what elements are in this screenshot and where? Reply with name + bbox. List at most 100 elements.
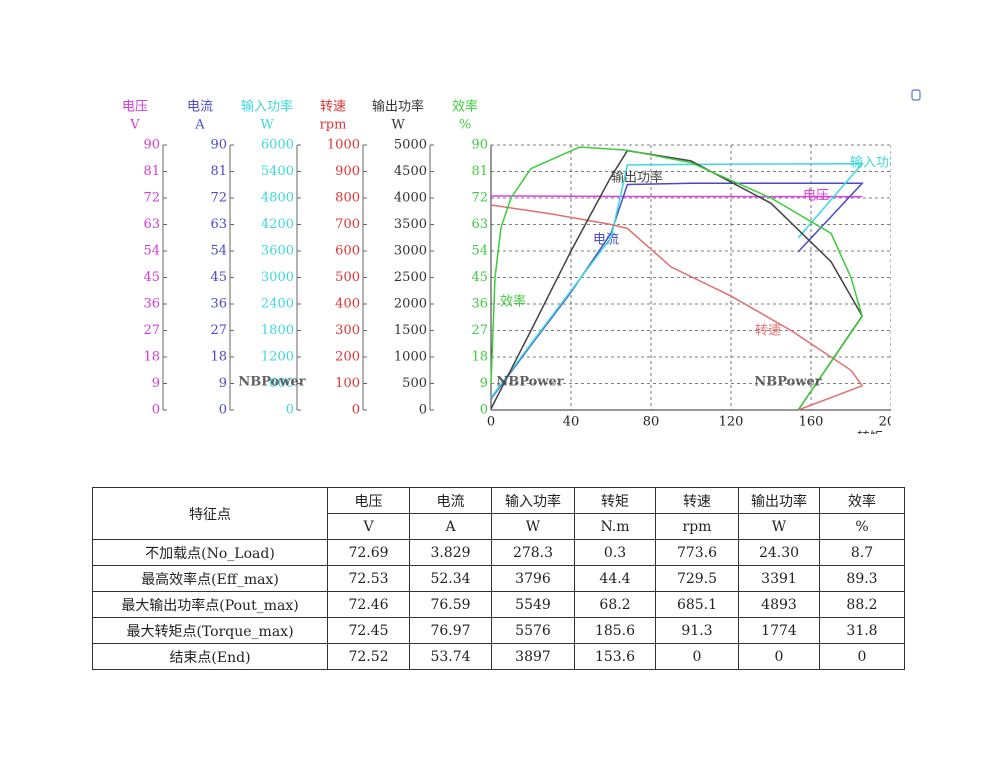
y-tick-label: 9 [219,376,227,391]
y-tick-label: 5000 [394,138,427,153]
series-line [490,195,863,198]
y-tick-label: 600 [269,376,294,391]
y-tick-label: 2500 [394,270,427,285]
series-label: 电流 [593,233,619,248]
table-row: 特征点 电压 电流 输入功率 转矩 转速 输出功率 效率 [92,487,905,540]
plot: 电压V09182736455463728190电流A09182736455463… [122,99,891,434]
series-line [490,204,864,411]
y-tick-label: 4800 [261,191,294,206]
table-cell: 76.59 [409,591,492,618]
table-row: 不加载点(No_Load) 72.69 3.829 278.3 0.3 773.6 24.3… [92,539,905,566]
x-tick-label: 120 [719,415,744,430]
chart: 电压V09182736455463728190电流A09182736455463… [122,89,921,434]
series-line [490,162,864,399]
table-cell: 52.34 [409,565,492,592]
table-cell: 5549 [491,591,575,618]
y-tick-label: 63 [210,217,227,232]
y-tick-label: 54 [210,244,227,259]
axis-name: 电压 [122,100,148,115]
axis-unit: V [129,118,140,133]
table-cell: 0 [655,643,739,670]
series-label: 效率 [500,294,526,310]
axis-name: 效率 [452,99,478,115]
y-tick-label: 81 [143,164,160,179]
table-row: V A W N.m rpm W% [93,513,905,540]
table-cell: 773.6 [655,539,739,566]
table-cell: 76.97 [409,617,492,644]
y-tick-label: 300 [335,323,360,338]
table-cell: 1774 [738,617,820,644]
table-cell: 效率 [819,487,905,514]
y-tick-label: 1800 [261,323,294,338]
series-label: 转速 [755,324,781,339]
watermark: NBPower [238,375,305,390]
table-cell: 278.3 [491,539,575,566]
table-cell: 72.46 [327,591,410,618]
table-cell: 44.4 [574,565,656,592]
y-tick-label: 3000 [394,244,427,259]
table-row: 最大输出功率点(Pout_max) 72.46 76.59 5549 68.2 685.1… [92,591,905,618]
table-cell: 31.8 [819,617,905,644]
y-tick-label: 27 [143,323,160,338]
table-cell: 3796 [491,565,575,592]
table-cell: 53.74 [409,643,492,670]
table-cell: 电流 [409,487,492,514]
y-tick-label: 4200 [261,217,294,232]
table-cell: 72.69 [327,539,410,566]
y-tick-label: 54 [471,244,488,259]
table-cell: 0.3 [574,539,656,566]
y-tick-label: 90 [143,138,160,153]
y-tick-label: 0 [480,403,488,418]
table-cell: 输出功率 [738,487,820,514]
table-cell: N.m [574,513,656,540]
y-tick-label: 500 [402,376,427,391]
y-tick-label: 0 [419,403,427,418]
axis-name: 输出功率 [372,99,424,115]
axis-name: 输入功率 [241,99,293,115]
watermarks: NBPower NBPower NBPower [238,375,821,390]
y-tick-label: 72 [210,191,227,206]
watermark: NBPower [496,375,563,390]
table-cell: 88.2 [819,591,905,618]
table-cell: 0 [819,643,905,670]
axis-unit: W [391,118,405,133]
y-tick-label: 45 [143,270,160,285]
y-tick-label: 9 [152,376,160,391]
table-cell: 153.6 [574,643,656,670]
table-cell: W [738,513,820,540]
axis-unit: A [194,118,205,133]
axis-unit: % [459,118,471,133]
axis-name: 电流 [187,100,213,115]
table-row: 最高效率点(Eff_max) 72.53 52.34 3796 44.4 729.5 339… [92,565,905,592]
y-tick-label: 36 [210,297,227,312]
y-tick-label: 81 [471,164,488,179]
y-tick-label: 54 [143,244,160,259]
table-cell: W [491,513,575,540]
table-cell: 最大输出功率点(Pout_max) [92,591,328,618]
table: 特征点 电压 电流 输入功率 转矩 转速 输出功率 效率 V A W N.m rpm W% 不加载点(No_… [92,487,905,670]
y-tick-label: 3000 [261,270,294,285]
y-tick-label: 45 [210,270,227,285]
table-cell: 89.3 [819,565,905,592]
table-cell: 0 [738,643,820,670]
y-tick-label: 1200 [261,350,294,365]
y-tick-label: 0 [219,403,227,418]
table-cell: V [327,513,410,540]
table-cell: 24.30 [738,539,820,566]
table-row: 最大转矩点(Torque_max) 72.45 76.97 5576 185.6 91.3… [92,617,905,644]
y-tick-label: 0 [152,403,160,418]
axis-name: 转速 [320,100,346,115]
y-tick-label: 1500 [394,323,427,338]
table-cell: 转速 [655,487,739,514]
axis-unit: W [260,118,274,133]
table-cell: 68.2 [574,591,656,618]
x-tick-label: 80 [643,415,660,430]
table-cell: 电压 [327,487,410,514]
table-cell: 72.45 [327,617,410,644]
table-cell: 3897 [491,643,575,670]
axis-unit: rpm [320,118,347,133]
table-cell: 特征点 [92,487,328,540]
y-tick-label: 3600 [261,244,294,259]
y-tick-label: 72 [143,191,160,206]
